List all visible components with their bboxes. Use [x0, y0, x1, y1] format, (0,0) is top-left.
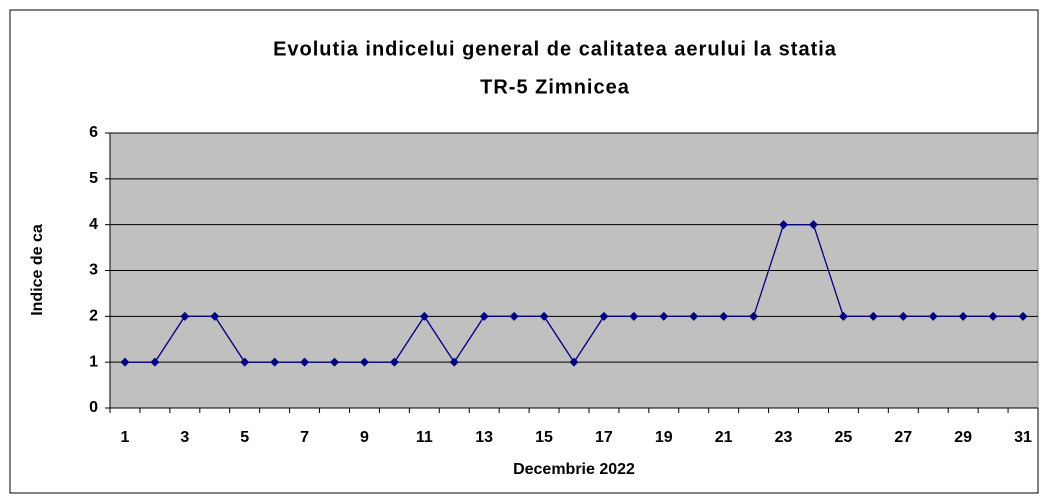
x-tick-label: 15 [535, 429, 553, 446]
x-tick-label: 3 [180, 429, 189, 446]
data-point [479, 311, 489, 321]
data-point [150, 357, 160, 367]
data-point [838, 311, 848, 321]
data-point [779, 220, 789, 230]
y-tick-label: 3 [89, 262, 98, 279]
data-point [599, 311, 609, 321]
data-point [300, 357, 310, 367]
data-point [1018, 311, 1028, 321]
data-point [808, 220, 818, 230]
data-point [749, 311, 759, 321]
x-tick-label: 17 [595, 429, 613, 446]
data-point [359, 357, 369, 367]
y-tick-label: 1 [89, 353, 98, 370]
data-point [509, 311, 519, 321]
data-point [659, 311, 669, 321]
x-tick-label: 31 [1014, 429, 1032, 446]
data-point [689, 311, 699, 321]
data-point [569, 357, 579, 367]
x-tick-label: 23 [775, 429, 793, 446]
x-axis-title: Decembrie 2022 [513, 461, 635, 478]
x-tick-label: 7 [300, 429, 309, 446]
y-tick-label: 2 [89, 308, 98, 325]
x-tick-label: 21 [715, 429, 733, 446]
x-tick-label: 5 [240, 429, 249, 446]
x-tick-label: 27 [894, 429, 912, 446]
y-tick-label: 5 [89, 170, 98, 187]
data-point [928, 311, 938, 321]
x-tick-label: 1 [121, 429, 130, 446]
y-tick-label: 4 [89, 216, 98, 233]
x-tick-label: 29 [954, 429, 972, 446]
data-point [120, 357, 130, 367]
data-point [539, 311, 549, 321]
data-point [330, 357, 340, 367]
x-tick-label: 13 [475, 429, 493, 446]
data-point [419, 311, 429, 321]
data-point [719, 311, 729, 321]
data-point [629, 311, 639, 321]
y-tick-label: 0 [89, 399, 98, 416]
y-tick-label: 6 [89, 124, 98, 141]
x-tick-label: 19 [655, 429, 673, 446]
chart-title: Evolutia indicelui general de calitatea … [273, 38, 837, 60]
y-axis-title: Indice de ca [29, 224, 46, 316]
x-tick-label: 25 [835, 429, 853, 446]
data-point [898, 311, 908, 321]
data-point [270, 357, 280, 367]
data-point [988, 311, 998, 321]
data-point [389, 357, 399, 367]
data-point [210, 311, 220, 321]
data-point [240, 357, 250, 367]
data-point [868, 311, 878, 321]
x-tick-label: 11 [416, 429, 433, 446]
chart-title: TR-5 Zimnicea [480, 76, 630, 98]
data-point [958, 311, 968, 321]
data-point [180, 311, 190, 321]
x-tick-label: 9 [360, 429, 369, 446]
data-point [449, 357, 459, 367]
